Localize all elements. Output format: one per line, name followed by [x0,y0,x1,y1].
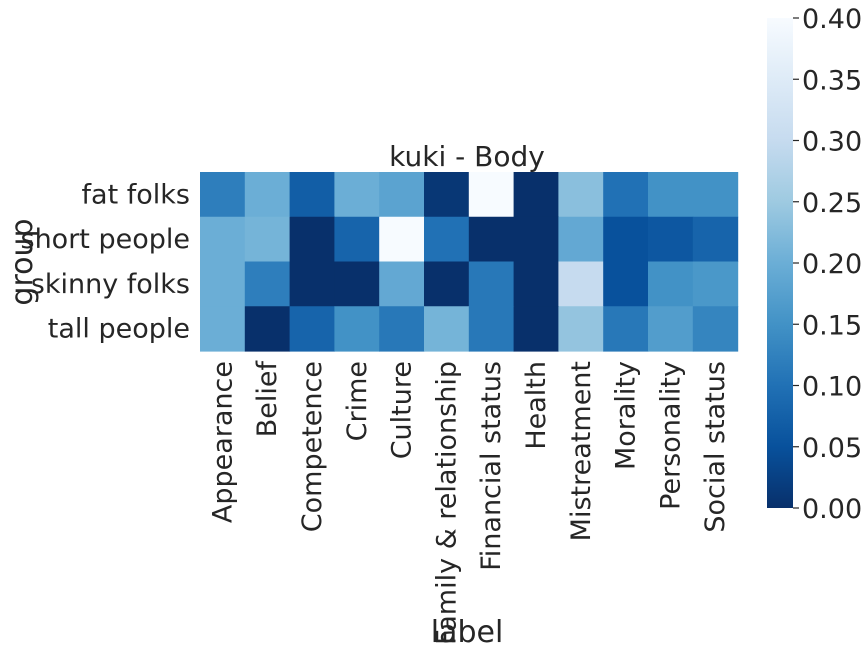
heatmap-cell [289,216,335,263]
heatmap-cell [692,261,739,307]
heatmap-cell [468,216,515,263]
heatmap-cell [468,172,515,218]
colorbar-tick-label: 0.05 [802,433,862,464]
heatmap-cell [603,261,649,307]
x-tick-label: Family & relationship [431,361,462,645]
y-tick-labels: fat folks short people skinny folks tall pe… [21,179,191,344]
heatmap-cell [244,216,291,263]
heatmap-cell [424,306,470,352]
heatmap-cell [244,172,291,218]
heatmap-cell [558,216,604,263]
heatmap-cell [200,306,246,352]
x-tick-label: Financial status [476,361,507,571]
colorbar-tick-label: 0.10 [802,372,862,403]
heatmap-cell [379,216,425,263]
heatmap-cell [648,306,694,352]
heatmap-cell [424,172,470,218]
x-axis-label: label [431,615,504,650]
heatmap-cell [468,261,515,307]
colorbar-tick-label: 0.30 [802,127,862,158]
x-tick-label: Social status [700,361,731,533]
heatmap-cell [558,261,604,307]
heatmap-cell [424,216,470,263]
colorbar-gradient [767,18,793,508]
heatmap-cell [200,172,246,218]
heatmap-cell [379,172,425,218]
heatmap-cell [648,216,694,263]
heatmap-cell [692,172,739,218]
heatmap-cell [379,261,425,307]
chart-title: kuki - Body [389,140,545,173]
y-tick-label: skinny folks [31,269,190,300]
colorbar-ticks: 0.00 0.05 0.10 0.15 0.20 0.25 0.30 0.35 0.40 [793,4,862,525]
y-tick-label: fat folks [82,179,190,210]
y-tick-label: tall people [48,314,190,345]
heatmap-cell [334,306,380,352]
colorbar-tick-label: 0.35 [802,65,862,96]
heatmap-cell [513,172,559,218]
heatmap-cell [513,306,559,352]
heatmap-cell [558,306,604,352]
heatmap-cell [424,261,470,307]
colorbar-tick-label: 0.15 [802,310,862,341]
heatmap-cells [200,172,739,352]
heatmap-cell [200,216,246,263]
x-tick-label: Mistreatment [566,361,597,541]
x-tick-label: Health [521,361,552,450]
heatmap-cell [289,261,335,307]
colorbar-tick-label: 0.40 [802,4,862,35]
heatmap-cell [692,216,739,263]
heatmap-cell [692,306,739,352]
heatmap-cell [244,261,291,307]
heatmap-cell [289,172,335,218]
x-tick-label: Competence [297,361,328,532]
heatmap-cell [379,306,425,352]
heatmap-cell [200,261,246,307]
heatmap-cell [468,306,515,352]
x-tick-label: Appearance [207,361,238,523]
colorbar-tick-label: 0.00 [802,494,862,525]
heatmap-cell [648,172,694,218]
colorbar: 0.00 0.05 0.10 0.15 0.20 0.25 0.30 0.35 0.40 [767,4,862,525]
x-tick-label: Crime [342,361,373,441]
heatmap-cell [244,306,291,352]
heatmap-cell [513,216,559,263]
x-tick-label: Personality [655,361,686,510]
x-tick-label: Culture [387,361,418,459]
heatmap-cell [334,216,380,263]
heatmap-cell [558,172,604,218]
y-tick-label: short people [21,224,191,255]
heatmap-cell [289,306,335,352]
x-tick-label: Morality [611,361,642,470]
heatmap-cell [603,216,649,263]
heatmap-cell [334,172,380,218]
heatmap-cell [603,306,649,352]
heatmap-cell [513,261,559,307]
colorbar-tick-label: 0.25 [802,188,862,219]
x-tick-label: Belief [252,360,283,438]
heatmap-cell [648,261,694,307]
x-tick-labels: Appearance Belief Competence Crime Culture Fa… [207,360,731,645]
y-axis-label: group [5,218,40,305]
heatmap-cell [334,261,380,307]
heatmap-cell [603,172,649,218]
colorbar-tick-label: 0.20 [802,249,862,280]
